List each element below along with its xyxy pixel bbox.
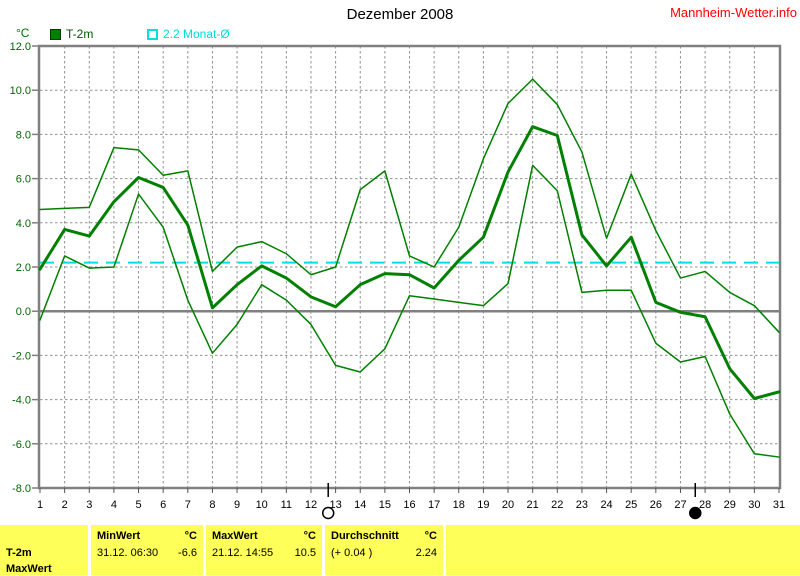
svg-text:31: 31 [773,499,785,511]
svg-text:5: 5 [135,499,141,511]
svg-text:10.0: 10.0 [10,85,31,97]
svg-text:4.0: 4.0 [16,218,31,230]
watermark-link: Mannheim-Wetter.info [670,5,797,20]
svg-text:25: 25 [625,499,637,511]
svg-text:15: 15 [379,499,391,511]
durchschnitt-amount: 2.24 [415,547,437,559]
stats-table-empty-area [446,525,800,575]
legend-label-monthly-average: 2.2 Monat-Ø [163,27,230,41]
svg-text:3: 3 [86,499,92,511]
svg-text:8: 8 [209,499,215,511]
svg-text:9: 9 [234,499,240,511]
svg-text:6: 6 [160,499,166,511]
stats-table: T-2m MaxWert MinWert °C 31.12. 06:30 -6.… [0,525,800,575]
maxwert-header: MaxWert [212,530,258,542]
stats-table-average-column: Durchschnitt °C (+ 0.04 ) 2.24 [325,525,443,575]
svg-text:-8.0: -8.0 [12,483,31,495]
svg-text:26: 26 [650,499,662,511]
stats-table-series-column: T-2m MaxWert [0,525,88,575]
svg-text:14: 14 [354,499,366,511]
svg-text:2.0: 2.0 [16,262,31,274]
svg-text:30: 30 [748,499,760,511]
svg-text:-4.0: -4.0 [12,395,31,407]
table-partial-next-row-label: MaxWert [6,563,52,575]
svg-text:23: 23 [576,499,588,511]
minwert-header: MinWert [97,530,141,542]
legend-item-monthly-average: 2.2 Monat-Ø [147,27,230,41]
table-series-label: T-2m [6,547,32,559]
monthly-average-swatch-icon [147,28,158,40]
svg-text:11: 11 [281,499,292,511]
svg-text:29: 29 [724,499,736,511]
minwert-unit: °C [184,530,197,542]
page-title: Dezember 2008 [346,6,454,23]
minwert-amount: -6.6 [178,547,197,559]
svg-text:12.0: 12.0 [10,41,31,53]
svg-text:24: 24 [600,499,612,511]
svg-text:13: 13 [329,499,341,511]
durchschnitt-anomaly: (+ 0.04 ) [331,547,373,559]
svg-text:2: 2 [62,499,68,511]
temperature-chart: 12.0 10.0 8.0 6.0 4.0 2.0 0.0 -2.0 -4.0 -6.0 -8.0 1… [10,41,785,520]
minwert-datetime: 31.12. 06:30 [97,547,159,559]
svg-text:20: 20 [502,499,514,511]
svg-text:17: 17 [428,499,440,511]
stats-table-minwert-column: MinWert °C 31.12. 06:30 -6.6 [91,525,203,575]
stats-table-maxwert-column: MaxWert °C 21.12. 14:55 10.5 [206,525,322,575]
svg-text:7: 7 [185,499,191,511]
svg-text:1: 1 [37,499,43,511]
svg-text:16: 16 [403,499,415,511]
maxwert-datetime: 21.12. 14:55 [212,547,274,559]
svg-text:22: 22 [551,499,563,511]
svg-text:27: 27 [674,499,686,511]
svg-text:6.0: 6.0 [16,174,31,186]
svg-text:19: 19 [477,499,489,511]
durchschnitt-unit: °C [424,530,437,542]
svg-text:18: 18 [453,499,465,511]
t2m-series-swatch-icon [50,28,61,40]
svg-text:-2.0: -2.0 [12,350,31,362]
legend-item-t2m: T-2m [50,27,93,41]
maxwert-unit: °C [303,530,316,542]
svg-text:28: 28 [699,499,711,511]
legend-label-t2m: T-2m [66,27,94,41]
svg-text:12: 12 [305,499,317,511]
svg-text:4: 4 [111,499,117,511]
svg-text:8.0: 8.0 [16,129,31,141]
svg-text:-6.0: -6.0 [12,439,31,451]
svg-text:10: 10 [256,499,268,511]
durchschnitt-header: Durchschnitt [331,530,399,542]
svg-text:0.0: 0.0 [16,306,31,318]
y-axis-unit-label: °C [16,26,30,40]
maxwert-amount: 10.5 [294,547,316,559]
svg-text:21: 21 [527,499,539,511]
